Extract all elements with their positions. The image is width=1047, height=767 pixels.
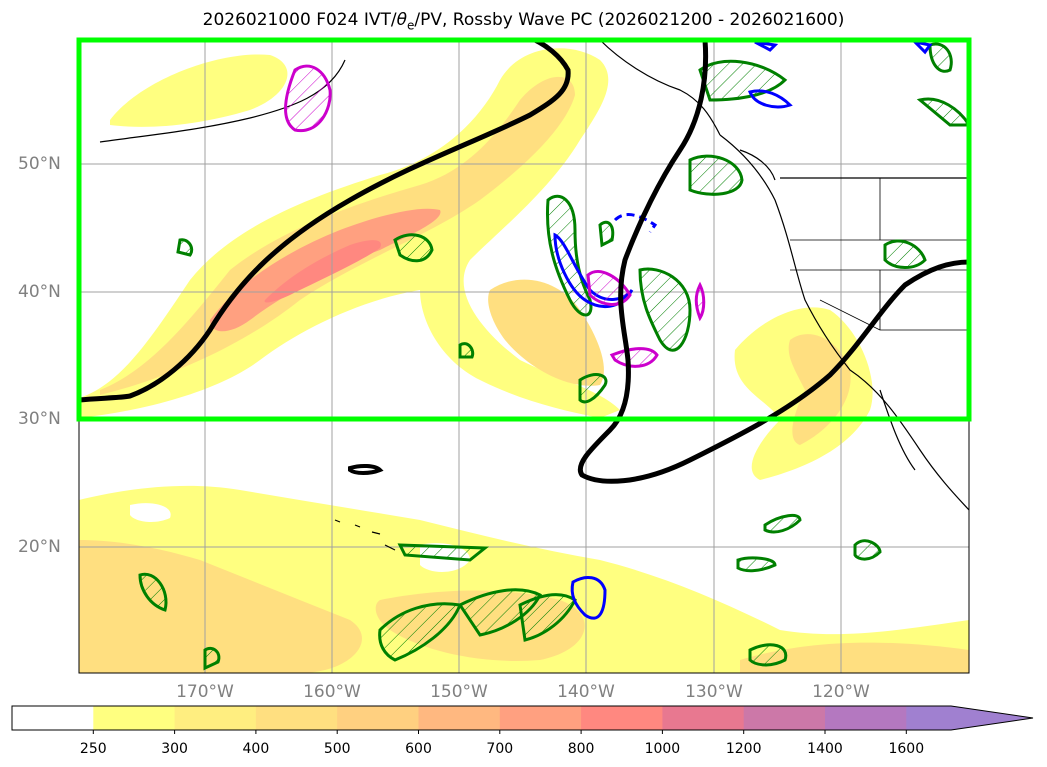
lat-label-50n: 50°N [18,154,61,174]
lon-label-150w: 150°W [430,682,488,702]
colorbar-tick-label: 500 [323,741,351,757]
colorbar-tick-label: 1600 [888,741,925,757]
lat-label-40n: 40°N [18,282,61,302]
colorbar-swatch [499,706,582,730]
green-contour-3 [638,267,692,352]
colorbar-extend-arrow [906,706,1033,730]
colorbar-tick-label: 600 [405,741,432,757]
blue-contour-6 [613,213,658,233]
alaska-panhandle-coast [599,40,721,136]
green-contour-1 [393,233,434,263]
green-contour-9 [578,373,608,404]
green-contour-14 [397,543,490,562]
green-contour-17 [763,513,802,534]
green-contour-18 [736,556,777,573]
colorbar-swatch [337,706,419,730]
lon-label-170w: 170°W [176,682,234,702]
green-contour-6 [883,239,927,269]
vancouver-island [739,149,776,181]
magenta-contour-4 [694,281,706,322]
pv-contour-main [79,40,571,403]
colorbar-tick-label: 250 [79,741,107,757]
green-contour-8 [928,42,953,73]
magenta-contour-3 [609,347,659,368]
blue-contour-1 [553,232,634,309]
green-contour-20 [176,238,194,257]
colorbar-swatch [418,706,501,730]
green-contour-16 [853,539,882,561]
lat-label-30n: 30°N [18,409,61,429]
green-contour-15 [748,643,788,667]
magenta-contour-1 [284,64,332,133]
green-contour-7 [916,97,969,127]
colorbar-swatch [743,706,826,730]
blue-contour-2 [570,576,607,620]
green-contour-21 [598,220,615,248]
blue-contour-4 [754,40,779,52]
blue-contour-3 [747,89,793,109]
colorbar-swatch [93,706,176,730]
ivt-band-250-b [110,54,288,127]
pv-contours [79,40,969,484]
pv-contour-small [348,463,384,475]
ivt-band-300-d [79,540,362,673]
theta-symbol: θ [396,10,407,30]
colorbar-swatch [174,706,257,730]
ivt-band-700 [264,240,381,303]
colorbar-swatch [12,706,94,730]
colorbar-tick-label: 1000 [644,741,681,757]
colorbar-swatch [581,706,663,730]
colorbar-tick-label: 1200 [725,741,762,757]
green-contour-19 [458,342,475,359]
green-contour-22 [203,646,221,671]
colorbar-tick-label: 400 [242,741,270,757]
green-contour-4 [688,154,744,196]
baja-coast [879,389,916,471]
blue-contours [553,40,933,620]
pv-contour-trough [577,40,969,484]
colorbar-tick-label: 700 [486,741,514,757]
green-contours [138,42,969,671]
lon-label-140w: 140°W [557,682,615,702]
ivt-shading [79,48,969,673]
north-america-coast [719,134,969,511]
lon-label-160w: 160°W [303,682,361,702]
green-contour-12 [457,588,543,637]
state-borders [790,178,969,331]
colorbar-outline [11,705,1034,731]
blue-contour-5 [910,40,933,55]
colorbar-swatch [255,706,338,730]
rossby-box [76,37,972,422]
green-contour-10 [138,572,168,612]
green-contour-11 [378,602,463,662]
ivt-band-300-f [740,642,969,673]
colorbar-tick-label: 300 [161,741,188,757]
colorbar-swatch [825,706,907,730]
colorbar-tick-label: 800 [567,741,595,757]
lon-label-120w: 120°W [812,682,870,702]
hawaii-islands [334,519,396,551]
chart-title: 2026021000 F024 IVT/θe/PV, Rossby Wave P… [202,10,845,33]
theta-subscript: e [407,18,415,33]
colorbar-tick-label: 1400 [807,741,843,757]
lon-label-130w: 130°W [685,682,743,702]
ivt-hole-2 [130,503,171,522]
colorbar [11,705,1034,734]
colorbar-swatch [662,706,745,730]
lat-label-20n: 20°N [18,537,61,557]
